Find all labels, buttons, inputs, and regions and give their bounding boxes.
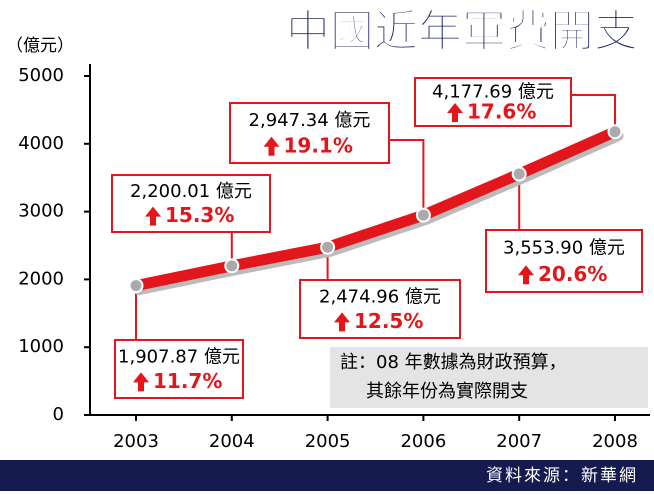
- x-tick-label: 2006: [400, 431, 446, 452]
- line: [130, 126, 621, 292]
- label-box: [111, 174, 271, 233]
- up-arrow: [518, 265, 534, 285]
- up-arrow: [263, 136, 280, 156]
- value-label: 2,474.96 億元: [319, 286, 441, 307]
- point: [511, 166, 527, 182]
- label-box: [414, 77, 572, 127]
- point: [320, 239, 336, 255]
- note: 註：08 年數據為財政預算，: [340, 352, 567, 373]
- growth-label: 11.7%: [153, 369, 222, 393]
- growth-label: 15.3%: [165, 203, 234, 227]
- x-tick-label: 2007: [496, 431, 542, 452]
- growth-label: 19.1%: [284, 133, 353, 157]
- growth-label: 20.6%: [538, 262, 607, 286]
- value-label: 1,907.87 億元: [118, 346, 240, 367]
- note: 其餘年份為實際開支: [366, 381, 528, 402]
- footer-band: [0, 460, 654, 491]
- point: [415, 207, 431, 223]
- label-box: [114, 339, 244, 399]
- value-label: 2,947.34 億元: [249, 110, 371, 131]
- up-arrow: [145, 206, 161, 226]
- value-label: 2,200.01 億元: [130, 181, 252, 202]
- y-tick-label: 2000: [18, 268, 64, 289]
- y-axis-label: （億元）: [6, 36, 74, 56]
- y-tick-label: 5000: [18, 65, 64, 86]
- y-tick-label: 0: [53, 404, 64, 425]
- label-box: [229, 102, 390, 164]
- label-box: [485, 229, 643, 293]
- value-label: 3,553.90 億元: [503, 238, 625, 259]
- source: 資料來源：新華網: [486, 466, 638, 486]
- up-arrow: [133, 372, 149, 392]
- value-label: 4,177.69 億元: [432, 81, 554, 102]
- note-box: [330, 347, 648, 408]
- point: [128, 278, 144, 294]
- up-arrow: [447, 103, 463, 123]
- x-tick-label: 2004: [209, 431, 255, 452]
- x-tick-label: 2003: [113, 431, 159, 452]
- connector: [571, 94, 616, 132]
- x-tick-label: 2005: [305, 431, 351, 452]
- y-tick-label: 3000: [18, 201, 64, 222]
- point: [607, 124, 623, 140]
- x-tick-label: 2008: [592, 431, 638, 452]
- point: [224, 258, 240, 274]
- y-tick-label: 1000: [18, 336, 64, 357]
- y-tick-label: 4000: [18, 133, 64, 154]
- connector: [389, 139, 425, 216]
- label-box: [299, 279, 461, 339]
- chart-title: 中國近年軍費開支: [286, 6, 638, 57]
- growth-label: 12.5%: [354, 309, 423, 333]
- growth-label: 17.6%: [467, 100, 536, 124]
- up-arrow: [334, 312, 350, 332]
